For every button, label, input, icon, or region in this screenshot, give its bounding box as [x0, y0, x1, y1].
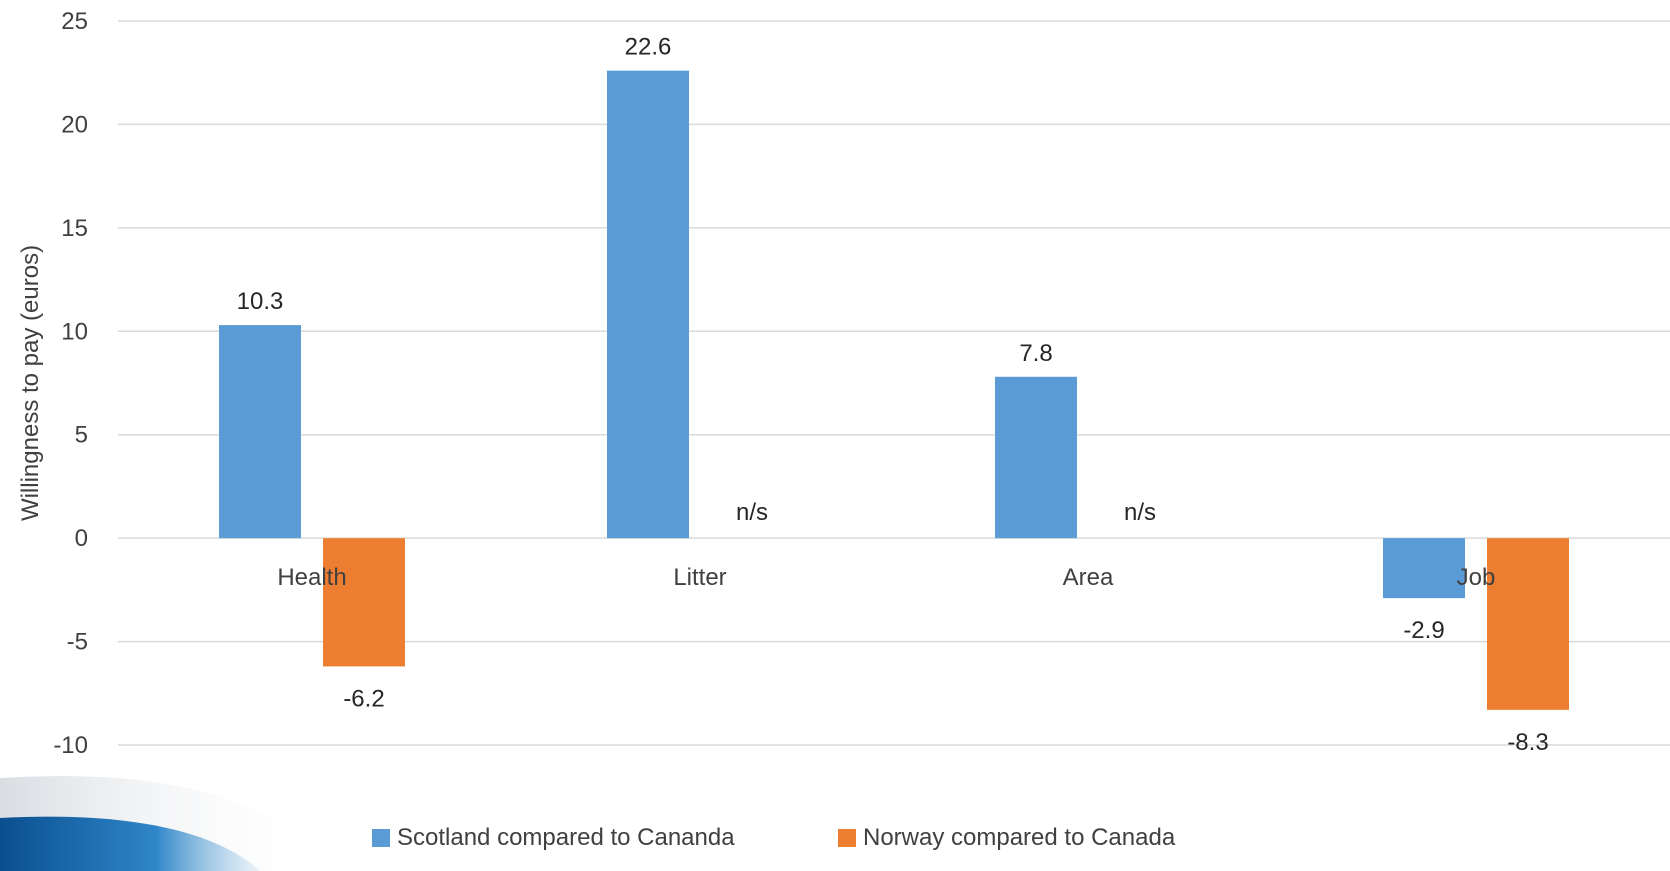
- category-label: Litter: [673, 564, 726, 591]
- y-tick-label: 5: [75, 422, 88, 449]
- bar-scotland-job: [1383, 538, 1465, 599]
- legend-swatch: [372, 829, 390, 847]
- legend-label: Norway compared to Canada: [863, 824, 1176, 851]
- data-label: 22.6: [625, 34, 672, 61]
- bars: [219, 70, 1569, 710]
- data-label: -2.9: [1403, 617, 1444, 644]
- category-label: Job: [1457, 564, 1496, 591]
- y-tick-label: 10: [61, 318, 88, 345]
- data-label: n/s: [1124, 499, 1156, 526]
- y-tick-label: 15: [61, 215, 88, 242]
- y-tick-label: 0: [75, 525, 88, 552]
- data-label: 10.3: [237, 288, 284, 315]
- bar-scotland-litter: [607, 70, 689, 539]
- legend-label: Scotland compared to Cananda: [397, 824, 735, 851]
- data-labels: 10.3 -6.2 22.6 n/s 7.8 n/s -2.9 -8.3: [237, 34, 1549, 756]
- y-axis-ticks: 25 20 15 10 5 0 -5 -10: [53, 8, 88, 759]
- category-label: Area: [1063, 564, 1114, 591]
- data-label: 7.8: [1019, 340, 1052, 367]
- bar-norway-health: [323, 538, 405, 667]
- legend-swatch: [838, 829, 856, 847]
- data-label: -6.2: [343, 685, 384, 712]
- bar-norway-job: [1487, 538, 1569, 710]
- y-tick-label: -10: [53, 732, 88, 759]
- y-axis-title: Willingness to pay (euros): [17, 245, 44, 521]
- legend: Scotland compared to Cananda Norway compa…: [372, 824, 1176, 851]
- data-label: n/s: [736, 499, 768, 526]
- bar-scotland-area: [995, 376, 1077, 539]
- y-tick-label: 20: [61, 111, 88, 138]
- data-label: -8.3: [1507, 729, 1548, 756]
- corner-swoosh-decoration: [0, 776, 340, 871]
- category-label: Health: [277, 564, 346, 591]
- bar-scotland-health: [219, 325, 301, 539]
- y-tick-label: -5: [67, 629, 88, 656]
- category-labels: Health Litter Area Job: [277, 564, 1495, 591]
- y-tick-label: 25: [61, 8, 88, 35]
